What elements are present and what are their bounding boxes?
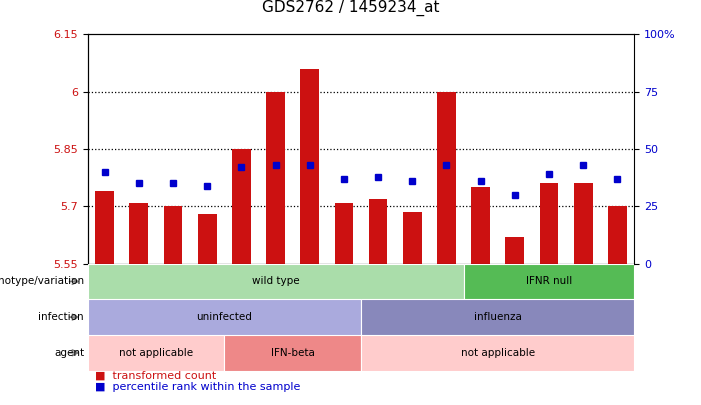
Bar bbox=[334, 202, 353, 264]
Bar bbox=[198, 214, 217, 264]
Bar bbox=[88, 264, 463, 299]
Bar bbox=[608, 206, 627, 264]
Bar bbox=[463, 264, 634, 299]
Text: infection: infection bbox=[39, 312, 84, 322]
Bar bbox=[95, 191, 114, 264]
Text: wild type: wild type bbox=[252, 277, 299, 286]
Text: uninfected: uninfected bbox=[196, 312, 252, 322]
Bar bbox=[437, 92, 456, 264]
Text: genotype/variation: genotype/variation bbox=[0, 277, 84, 286]
Text: GDS2762 / 1459234_at: GDS2762 / 1459234_at bbox=[261, 0, 440, 16]
Bar bbox=[573, 183, 592, 264]
Bar bbox=[369, 199, 388, 264]
Text: agent: agent bbox=[54, 348, 84, 358]
Bar bbox=[540, 183, 559, 264]
Bar bbox=[471, 187, 490, 264]
Text: ■  transformed count: ■ transformed count bbox=[95, 371, 216, 381]
Bar bbox=[266, 92, 285, 264]
Bar bbox=[88, 299, 361, 335]
Bar bbox=[361, 299, 634, 335]
Bar bbox=[232, 149, 251, 264]
Text: not applicable: not applicable bbox=[461, 348, 535, 358]
Bar bbox=[505, 237, 524, 264]
Bar bbox=[300, 69, 319, 264]
Text: IFNR null: IFNR null bbox=[526, 277, 572, 286]
Bar bbox=[403, 212, 422, 264]
Text: not applicable: not applicable bbox=[119, 348, 193, 358]
Bar bbox=[361, 335, 634, 371]
Bar bbox=[224, 335, 361, 371]
Text: influenza: influenza bbox=[474, 312, 522, 322]
Bar bbox=[88, 335, 224, 371]
Bar bbox=[163, 206, 182, 264]
Text: IFN-beta: IFN-beta bbox=[271, 348, 315, 358]
Text: ■  percentile rank within the sample: ■ percentile rank within the sample bbox=[95, 382, 300, 392]
Bar bbox=[130, 202, 149, 264]
